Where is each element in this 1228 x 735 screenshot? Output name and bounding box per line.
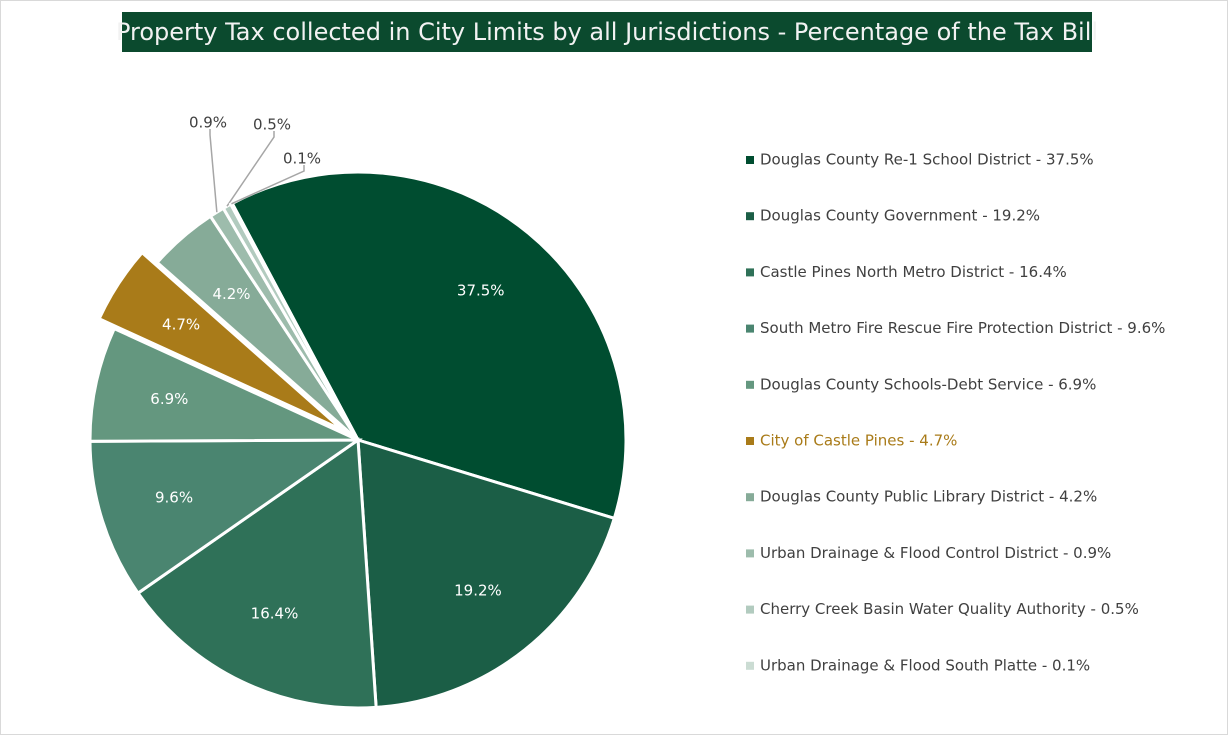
legend-label: Douglas County Schools-Debt Service - 6.… [760,375,1096,393]
data-label: 37.5% [457,282,505,300]
data-label: 16.4% [251,604,299,622]
legend-swatch [746,549,754,558]
legend-swatch [746,324,754,333]
pie-slice [135,437,378,710]
title-box [122,12,1092,52]
legend-swatch [746,212,754,221]
legend-swatch [746,380,754,389]
pie-slice [88,326,359,443]
data-label: 0.1% [283,150,321,168]
legend-swatch [746,493,754,502]
legend-label: Douglas County Government - 19.2% [760,207,1040,225]
pie-slice [97,250,344,432]
leader-line [209,129,218,213]
pie-slice [356,437,617,709]
legend-swatch [746,268,754,277]
leader-line [231,165,305,205]
legend-label: Douglas County Public Library District -… [760,488,1097,506]
data-label: 4.7% [162,316,200,334]
legend-label: Cherry Creek Basin Water Quality Authori… [760,600,1139,618]
legend-label: South Metro Fire Rescue Fire Protection … [760,319,1165,337]
chart-title: Property Tax collected in City Limits by… [116,18,1098,46]
data-label: 19.2% [454,582,502,600]
data-label: 0.9% [189,114,227,132]
legend-swatch [746,437,754,445]
legend-label: Urban Drainage & Flood Control District … [760,544,1111,562]
legend-label: Urban Drainage & Flood South Platte - 0.… [760,656,1090,674]
legend-label: City of Castle Pines - 4.7% [760,432,957,450]
legend-swatch [746,661,754,670]
leader-line [226,131,275,207]
data-label: 6.9% [150,390,188,408]
legend-swatch [746,156,754,164]
legend-label: Castle Pines North Metro District - 16.4… [760,263,1067,281]
data-label: 0.5% [253,116,291,134]
data-label: 4.2% [212,285,250,303]
pie-slice [230,170,628,521]
pie-slice [88,438,363,596]
legend-label: Douglas County Re-1 School District - 37… [760,151,1094,169]
data-label: 9.6% [155,489,193,507]
legend-swatch [746,605,754,614]
